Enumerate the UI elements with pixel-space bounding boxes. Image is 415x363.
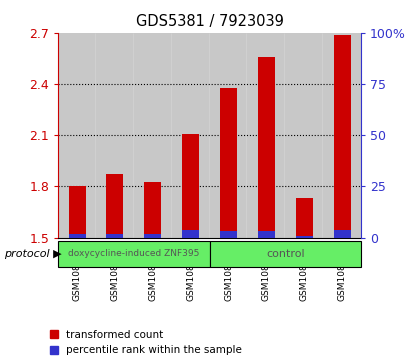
Bar (296, 198, 313, 238)
Bar (106, 174, 123, 238)
Text: control: control (266, 249, 305, 259)
Bar (247, 33, 285, 238)
Bar (58, 33, 96, 238)
Bar (134, 33, 172, 238)
Bar (296, 236, 313, 238)
Text: doxycycline-induced ZNF395: doxycycline-induced ZNF395 (68, 249, 200, 258)
Bar (68, 186, 85, 238)
Bar (182, 134, 199, 238)
Bar (144, 233, 161, 238)
Bar (210, 33, 247, 238)
Title: GDS5381 / 7923039: GDS5381 / 7923039 (136, 14, 283, 29)
Bar (258, 57, 275, 238)
Legend: transformed count, percentile rank within the sample: transformed count, percentile rank withi… (46, 326, 247, 359)
Bar (334, 35, 351, 238)
Bar (144, 182, 161, 238)
Bar (334, 231, 351, 238)
Bar (220, 232, 237, 238)
Text: protocol ▶: protocol ▶ (4, 249, 62, 259)
Bar (172, 33, 210, 238)
Bar (220, 88, 237, 238)
Bar (323, 33, 361, 238)
Bar (182, 231, 199, 238)
Bar (68, 233, 85, 238)
Bar (286, 33, 323, 238)
Bar (258, 232, 275, 238)
Bar (106, 233, 123, 238)
Bar (96, 33, 134, 238)
